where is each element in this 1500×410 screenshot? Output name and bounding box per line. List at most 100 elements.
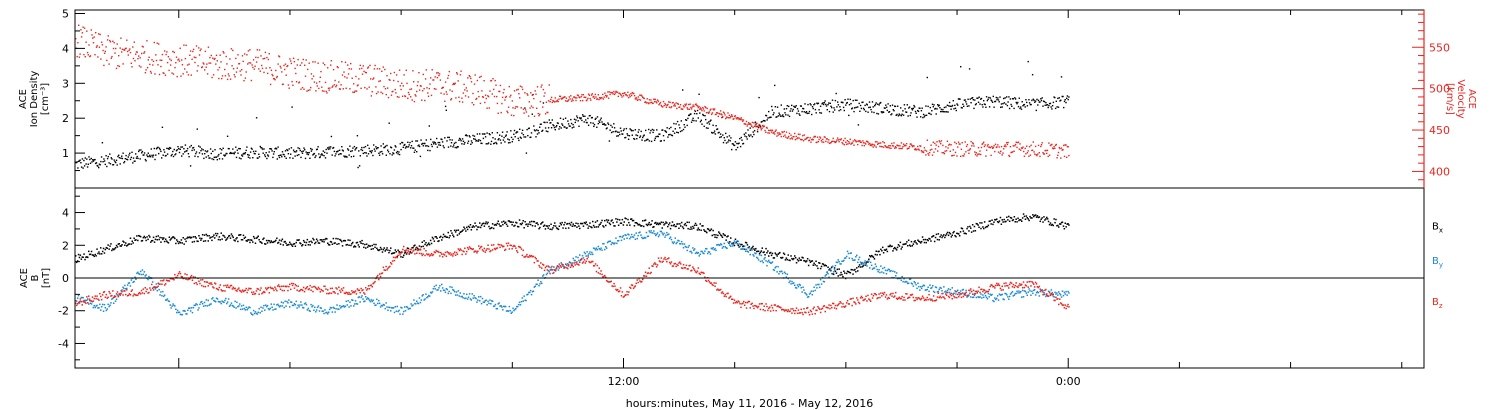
density-point [871, 111, 873, 113]
velocity-point [930, 144, 932, 146]
bx-point [92, 254, 95, 256]
velocity-point [361, 67, 363, 70]
velocity-point [958, 143, 960, 145]
velocity-point [336, 66, 338, 68]
by-point [457, 290, 460, 292]
velocity-point [873, 144, 875, 146]
velocity-point [734, 115, 737, 117]
density-point [1054, 107, 1057, 110]
bz-point [101, 294, 104, 296]
velocity-point [874, 145, 876, 147]
density-point [564, 126, 566, 128]
bx-point [843, 270, 845, 272]
bx-point [620, 222, 623, 224]
bx-point [571, 225, 574, 227]
density-point [1048, 104, 1050, 107]
by-point [176, 309, 179, 312]
density-point [1019, 107, 1021, 110]
bx-point [516, 225, 519, 228]
velocity-point [386, 75, 388, 77]
bx-point [934, 236, 937, 239]
velocity-point [310, 86, 312, 89]
bx-point [583, 221, 586, 224]
density-point [861, 101, 863, 104]
density-point [302, 150, 304, 152]
velocity-point [422, 73, 424, 76]
by-point [138, 273, 141, 275]
by-point [867, 260, 869, 262]
bx-point [609, 223, 612, 226]
density-point [385, 154, 387, 156]
velocity-point [871, 144, 873, 147]
by-point [636, 237, 638, 240]
density-point [336, 150, 338, 153]
bx-point [811, 260, 814, 262]
velocity-point [688, 108, 691, 110]
bx-point [441, 239, 443, 241]
density-point [890, 114, 892, 116]
velocity-point [921, 151, 923, 153]
bx-point [1005, 220, 1007, 223]
bx-point [138, 235, 141, 237]
by-point [132, 281, 134, 283]
bx-point [406, 247, 409, 249]
bx-point [997, 221, 1000, 224]
by-point [340, 307, 342, 309]
density-point [377, 147, 379, 149]
by-point [705, 247, 707, 250]
velocity-point [248, 62, 250, 64]
velocity-point [239, 70, 241, 72]
velocity-point [324, 64, 326, 66]
bx-point [327, 242, 329, 244]
bx-point [725, 239, 727, 241]
density-point [844, 99, 846, 101]
velocity-point [727, 112, 729, 114]
bx-point [345, 244, 347, 246]
bx-point [840, 271, 842, 274]
bz-point [217, 289, 220, 291]
density-point [587, 124, 590, 126]
by-point [549, 269, 551, 271]
density-point [956, 103, 958, 105]
velocity-point [878, 142, 880, 144]
density-point [458, 137, 461, 140]
density-point [410, 147, 412, 149]
density-point [550, 122, 552, 124]
bx-point [479, 226, 482, 229]
velocity-point [630, 94, 633, 97]
velocity-point [756, 122, 758, 124]
bx-point [753, 248, 755, 250]
density-point [178, 151, 181, 154]
velocity-point [737, 117, 739, 119]
velocity-point [304, 64, 306, 66]
by-point [447, 292, 449, 295]
density-point [122, 152, 124, 154]
velocity-point [353, 83, 355, 85]
bx-point [829, 268, 831, 270]
velocity-point [280, 67, 282, 69]
bx-point [819, 262, 821, 264]
density-point [195, 152, 197, 155]
by-point [813, 286, 815, 288]
density-point [429, 149, 431, 152]
bx-point [789, 259, 791, 262]
by-point [443, 289, 446, 292]
by-point [553, 271, 555, 274]
velocity-point [1037, 144, 1040, 147]
bx-point [641, 225, 643, 227]
by-point [82, 296, 84, 299]
velocity-point [934, 148, 937, 150]
density-point [198, 145, 200, 147]
velocity-point [161, 59, 163, 61]
by-point [641, 236, 643, 239]
series-bz [75, 242, 1070, 316]
by-point [1033, 289, 1035, 292]
velocity-point [582, 94, 585, 96]
velocity-point [906, 148, 908, 150]
density-point [236, 149, 238, 151]
velocity-point [587, 97, 589, 100]
density-point [587, 117, 589, 120]
density-point [462, 140, 465, 142]
bx-point [1044, 219, 1046, 221]
bz-point [200, 279, 202, 281]
